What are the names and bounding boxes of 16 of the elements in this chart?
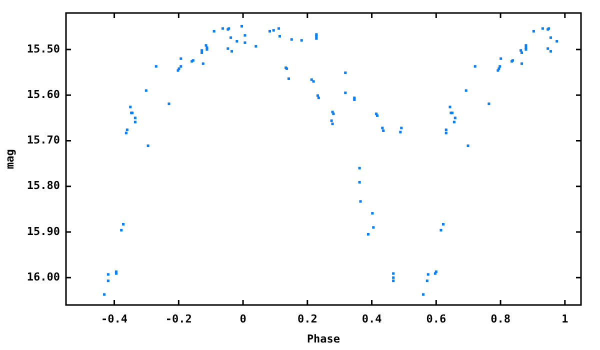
x-tick-label: 0.4: [362, 312, 382, 326]
y-tick-label: 15.70: [26, 134, 60, 147]
x-tick-label: 0.2: [297, 312, 318, 326]
x-tick-label: -0.2: [165, 312, 192, 326]
x-tick-label: -0.4: [101, 312, 128, 326]
x-axis-title: Phase: [306, 332, 340, 346]
y-axis-title: mag: [3, 149, 16, 169]
y-tick-label: 16.00: [26, 270, 60, 284]
y-tick-label: 15.90: [26, 224, 60, 238]
y-tick-label: 15.80: [26, 179, 60, 192]
x-tick-label: 0.8: [490, 312, 510, 326]
x-tick-label: 1: [562, 312, 569, 326]
x-tick-label: 0: [240, 312, 246, 326]
y-tick-label: 15.50: [26, 42, 60, 56]
x-tick-label: 0.6: [426, 312, 446, 326]
y-tick-label: 15.60: [26, 88, 60, 101]
